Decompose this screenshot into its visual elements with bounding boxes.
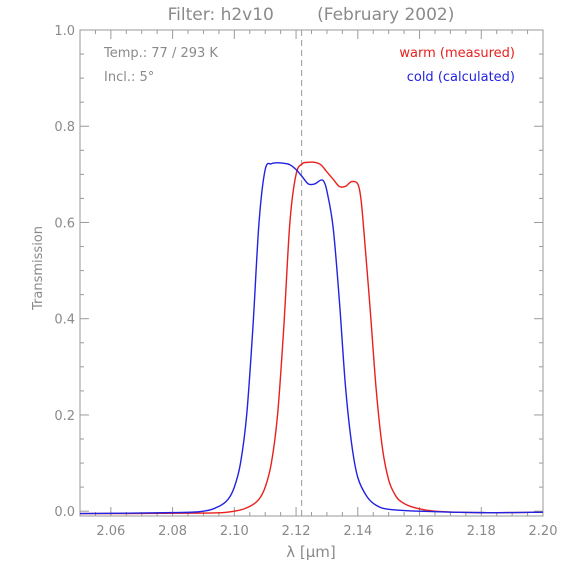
legend-warm: warm (measured) [399, 46, 515, 61]
x-tick-label: 2.20 [529, 524, 558, 539]
y-axis-label: Transmission [31, 226, 46, 311]
x-tick-label: 2.10 [220, 524, 249, 539]
x-tick-label: 2.16 [405, 524, 434, 539]
legend-cold: cold (calculated) [407, 70, 515, 85]
x-tick-label: 2.06 [96, 524, 125, 539]
plot-frame [79, 29, 544, 517]
y-tick-label: 1.0 [54, 24, 75, 39]
series-layer [79, 161, 544, 515]
y-tick-label: 0.6 [54, 216, 75, 231]
series-line-warm [79, 161, 544, 515]
chart-title: Filter: h2v10 (February 2002) [168, 5, 455, 25]
x-tick-label: 2.18 [467, 524, 496, 539]
tick-layer [79, 29, 544, 516]
x-tick-label: 2.08 [158, 524, 187, 539]
y-tick-label: 0.0 [54, 505, 75, 520]
y-tick-label: 0.8 [54, 120, 75, 135]
y-tick-label: 0.2 [54, 409, 75, 424]
x-tick-label: 2.14 [343, 524, 372, 539]
y-tick-label: 0.4 [54, 313, 75, 328]
series-line-cold [79, 162, 544, 515]
x-tick-label: 2.12 [282, 524, 311, 539]
annotation-temperature: Temp.: 77 / 293 K [103, 46, 218, 61]
annotation-inclination: Incl.: 5° [104, 70, 154, 85]
x-axis-label: λ [μm] [286, 543, 336, 561]
